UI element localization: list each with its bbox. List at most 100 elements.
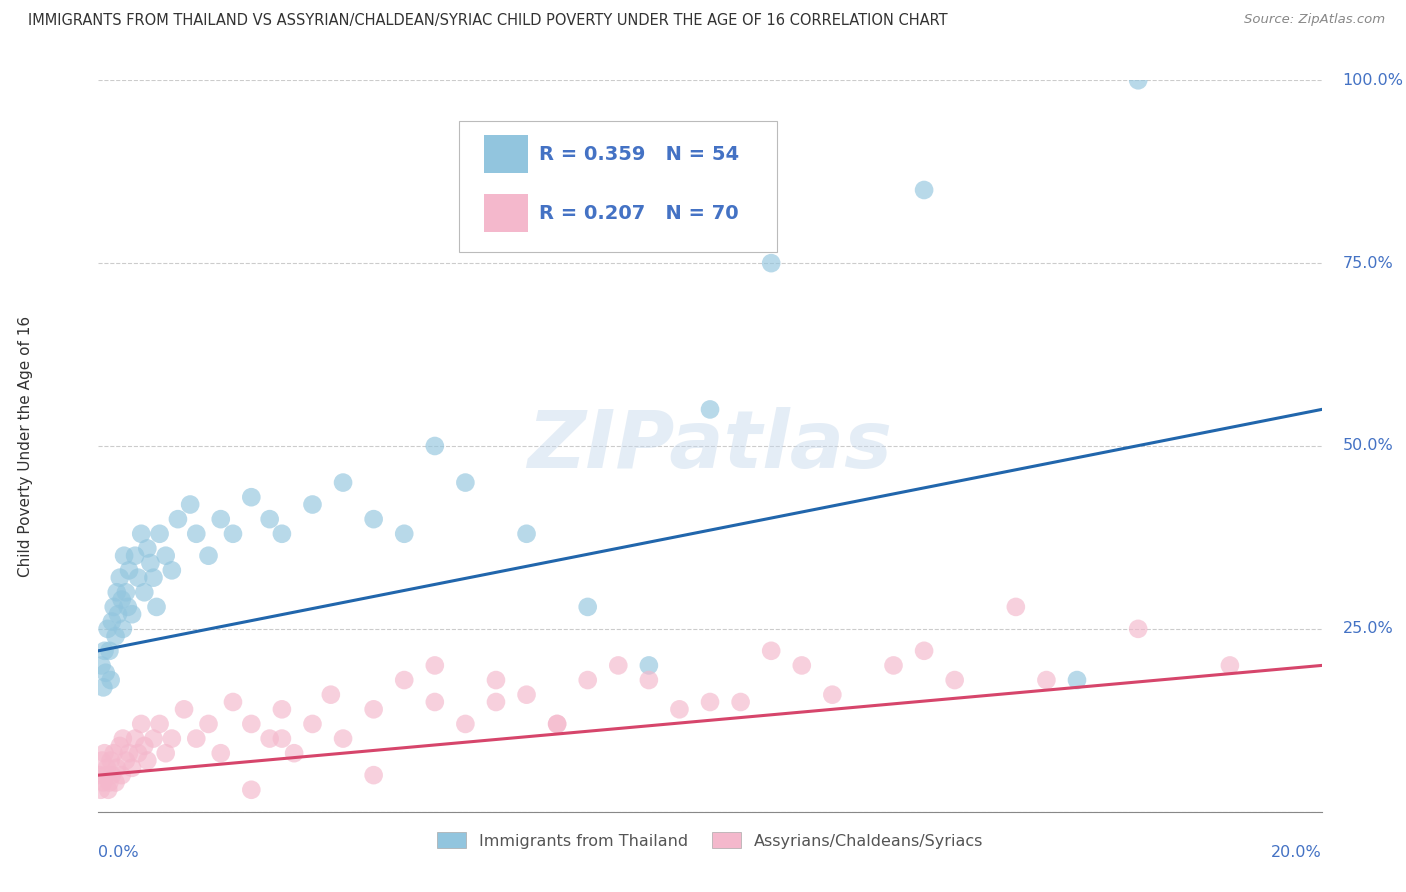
Point [96,761,118,775]
Point [454,717,477,731]
Point [142,571,165,585]
Point [107,607,129,622]
Point [94,768,117,782]
Point [240,717,263,731]
Point [240,782,263,797]
Point [454,475,477,490]
FancyBboxPatch shape [484,136,527,173]
Point [270,526,294,541]
Text: 100.0%: 100.0% [1343,73,1403,87]
Point [363,768,385,782]
Point [127,746,149,760]
Point [270,731,294,746]
Point [912,644,935,658]
Point [222,695,245,709]
Point [101,615,124,629]
Point [127,571,149,585]
Point [240,490,263,504]
Point [91,754,114,768]
Point [209,746,232,760]
Point [121,607,143,622]
Point [576,673,599,687]
Point [485,673,508,687]
Point [392,526,416,541]
Point [699,402,721,417]
Point [209,512,232,526]
Text: 25.0%: 25.0% [1343,622,1393,636]
Point [186,526,208,541]
Point [363,512,385,526]
Point [1219,658,1241,673]
Point [101,768,124,782]
Point [637,658,661,673]
Point [423,695,446,709]
Point [118,563,141,577]
Text: Child Poverty Under the Age of 16: Child Poverty Under the Age of 16 [18,316,32,576]
Legend: Immigrants from Thailand, Assyrians/Chaldeans/Syriacs: Immigrants from Thailand, Assyrians/Chal… [430,826,990,855]
FancyBboxPatch shape [460,120,778,252]
Point [145,599,167,614]
Point [1066,673,1088,687]
Point [173,702,195,716]
Point [516,526,538,541]
Point [89,768,111,782]
Point [332,731,354,746]
Point [124,549,146,563]
Point [270,702,294,716]
Point [117,599,139,614]
Point [160,731,183,746]
Text: ZIPatlas: ZIPatlas [527,407,893,485]
Point [94,665,117,680]
Point [363,702,385,716]
Text: 0.0%: 0.0% [98,845,139,860]
Point [259,731,281,746]
Point [790,658,813,673]
Text: R = 0.359   N = 54: R = 0.359 N = 54 [538,145,740,164]
Point [129,526,152,541]
Point [319,688,342,702]
Point [108,739,131,753]
Point [136,754,159,768]
Point [186,731,208,746]
Point [104,775,127,789]
Point [90,782,112,797]
Point [111,622,134,636]
Point [93,746,115,760]
Point [91,681,114,695]
Point [821,688,844,702]
Point [100,754,122,768]
Point [423,439,446,453]
Text: IMMIGRANTS FROM THAILAND VS ASSYRIAN/CHALDEAN/SYRIAC CHILD POVERTY UNDER THE AGE: IMMIGRANTS FROM THAILAND VS ASSYRIAN/CHA… [28,13,948,29]
Point [160,563,183,577]
Point [912,183,935,197]
Point [97,622,120,636]
Text: 75.0%: 75.0% [1343,256,1393,270]
Point [301,498,323,512]
Text: 50.0%: 50.0% [1343,439,1393,453]
Point [90,658,112,673]
Point [118,746,141,760]
Point [197,717,219,731]
Point [576,599,599,614]
Point [392,673,416,687]
Point [283,746,305,760]
Point [103,746,125,760]
Point [332,475,354,490]
Point [423,658,446,673]
Point [761,644,783,658]
Point [516,688,538,702]
Point [883,658,905,673]
Point [111,592,134,607]
Point [139,556,162,570]
Point [111,731,134,746]
Point [149,526,172,541]
Point [155,746,177,760]
Point [1004,599,1026,614]
Point [149,717,172,731]
Point [155,549,177,563]
Point [197,549,219,563]
Point [115,585,138,599]
Point [142,731,165,746]
Point [98,775,121,789]
Point [1035,673,1057,687]
